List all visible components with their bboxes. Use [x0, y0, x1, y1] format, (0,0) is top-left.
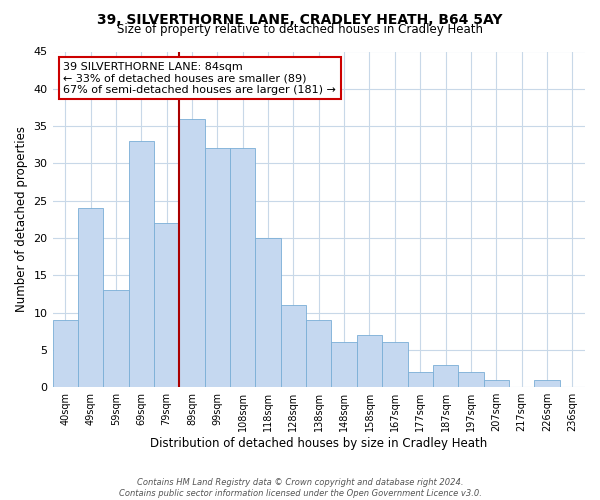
Bar [382, 342, 407, 387]
Text: Contains HM Land Registry data © Crown copyright and database right 2024.
Contai: Contains HM Land Registry data © Crown c… [119, 478, 481, 498]
Bar [433, 365, 458, 387]
Bar [154, 223, 179, 387]
Bar [357, 335, 382, 387]
Bar [331, 342, 357, 387]
Text: 39 SILVERTHORNE LANE: 84sqm
← 33% of detached houses are smaller (89)
67% of sem: 39 SILVERTHORNE LANE: 84sqm ← 33% of det… [63, 62, 336, 95]
Bar [306, 320, 331, 387]
Text: 39, SILVERTHORNE LANE, CRADLEY HEATH, B64 5AY: 39, SILVERTHORNE LANE, CRADLEY HEATH, B6… [97, 12, 503, 26]
Bar [407, 372, 433, 387]
X-axis label: Distribution of detached houses by size in Cradley Heath: Distribution of detached houses by size … [150, 437, 487, 450]
Bar [230, 148, 256, 387]
Bar [281, 305, 306, 387]
Bar [128, 141, 154, 387]
Bar [534, 380, 560, 387]
Bar [458, 372, 484, 387]
Bar [103, 290, 128, 387]
Bar [78, 208, 103, 387]
Bar [256, 238, 281, 387]
Bar [484, 380, 509, 387]
Text: Size of property relative to detached houses in Cradley Heath: Size of property relative to detached ho… [117, 22, 483, 36]
Bar [179, 118, 205, 387]
Bar [53, 320, 78, 387]
Bar [205, 148, 230, 387]
Y-axis label: Number of detached properties: Number of detached properties [15, 126, 28, 312]
